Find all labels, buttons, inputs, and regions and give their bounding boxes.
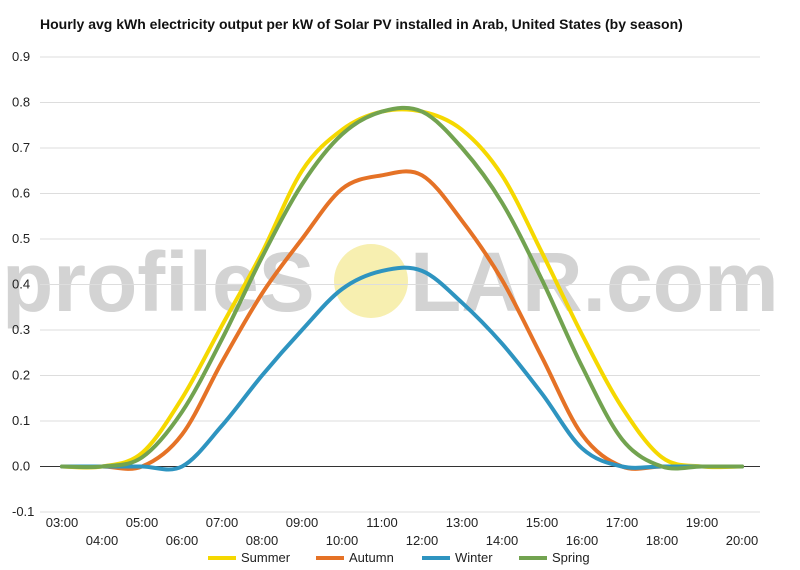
- legend-label: Summer: [241, 550, 291, 565]
- x-tick-label: 12:00: [406, 533, 439, 548]
- x-tick-label: 03:00: [46, 515, 79, 530]
- x-tick-label: 17:00: [606, 515, 639, 530]
- x-tick-label: 18:00: [646, 533, 679, 548]
- y-tick-label: 0.2: [12, 368, 30, 383]
- y-tick-label: 0.6: [12, 186, 30, 201]
- x-axis-ticks: 03:00 04:00 05:00 06:00 07:00 08:00 09:00 10:00…: [46, 515, 759, 548]
- y-tick-label: 0.1: [12, 413, 30, 428]
- y-tick-label: 0.9: [12, 49, 30, 64]
- chart-title: Hourly avg kWh electricity output per kW…: [40, 16, 683, 32]
- y-tick-label: 0.8: [12, 95, 30, 110]
- watermark: profileS LAR.com: [2, 235, 779, 329]
- legend-item-spring: Spring: [519, 550, 590, 565]
- x-tick-label: 11:00: [366, 515, 398, 530]
- y-tick-label: 0.0: [12, 459, 30, 474]
- legend-item-summer: Summer: [208, 550, 291, 565]
- x-tick-label: 09:00: [286, 515, 319, 530]
- x-tick-label: 19:00: [686, 515, 719, 530]
- legend-label: Autumn: [349, 550, 394, 565]
- y-tick-label: 0.7: [12, 140, 30, 155]
- x-tick-label: 14:00: [486, 533, 519, 548]
- legend-item-winter: Winter: [422, 550, 493, 565]
- x-tick-label: 16:00: [566, 533, 599, 548]
- series-lines: [60, 105, 744, 472]
- series-line-spring: [60, 105, 744, 471]
- x-tick-label: 10:00: [326, 533, 359, 548]
- x-tick-label: 04:00: [86, 533, 119, 548]
- y-tick-label: -0.1: [12, 504, 34, 519]
- grid: [40, 56, 760, 513]
- legend-label: Spring: [552, 550, 590, 565]
- x-tick-label: 07:00: [206, 515, 239, 530]
- series-line-winter: [60, 265, 744, 472]
- x-tick-label: 13:00: [446, 515, 479, 530]
- x-tick-label: 15:00: [526, 515, 559, 530]
- watermark-sun-icon: [334, 244, 408, 318]
- legend-item-autumn: Autumn: [316, 550, 394, 565]
- x-tick-label: 20:00: [726, 533, 759, 548]
- x-tick-label: 08:00: [246, 533, 279, 548]
- legend-label: Winter: [455, 550, 493, 565]
- y-tick-label: 0.5: [12, 231, 30, 246]
- y-tick-label: 0.3: [12, 322, 30, 337]
- x-tick-label: 06:00: [166, 533, 199, 548]
- y-tick-label: 0.4: [12, 277, 30, 292]
- x-tick-label: 05:00: [126, 515, 159, 530]
- watermark-text-right: LAR.com: [410, 235, 779, 329]
- y-axis-ticks: -0.1 0.0 0.1 0.2 0.3 0.4 0.5 0.6 0.7 0.8 0.9: [12, 49, 34, 519]
- legend: Summer Autumn Winter Spring: [208, 550, 590, 565]
